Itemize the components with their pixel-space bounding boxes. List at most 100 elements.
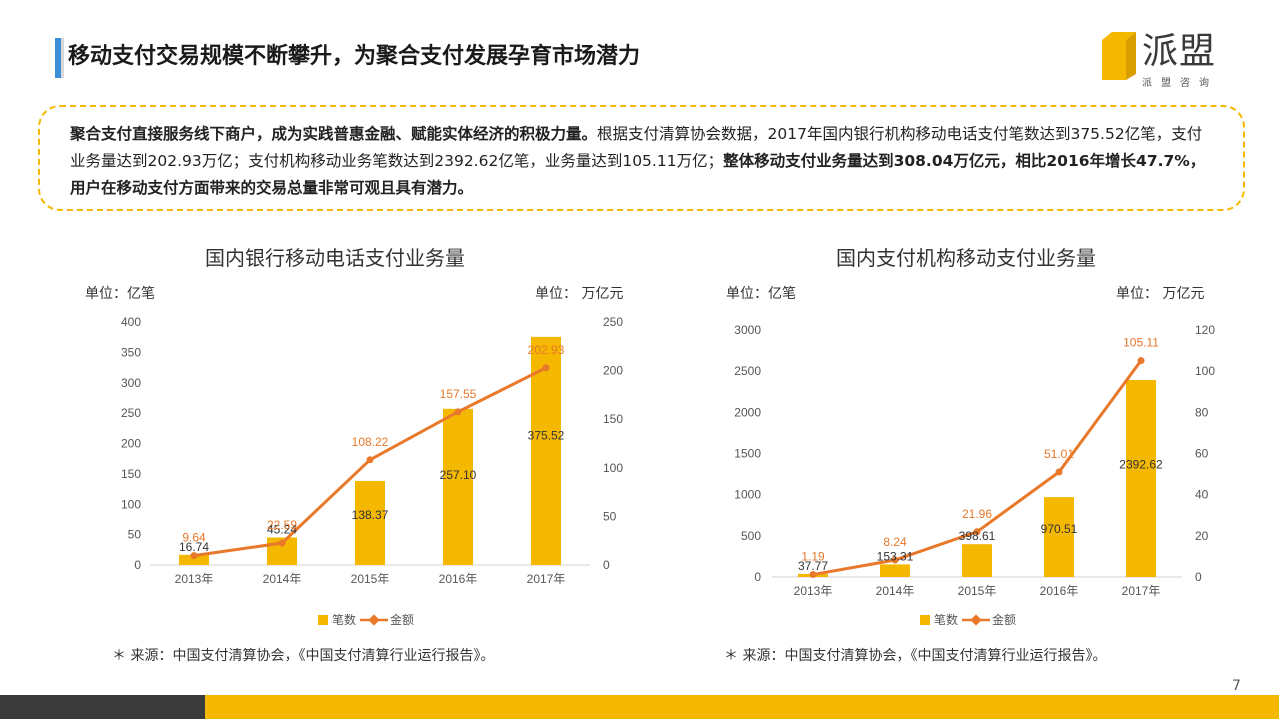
line-value-label: 1.19 — [801, 550, 825, 564]
legend-line-marker — [970, 614, 982, 626]
line-value-label: 51.01 — [1044, 447, 1074, 461]
legend-line-label: 金额 — [390, 612, 414, 627]
y-right-tick-label: 20 — [1195, 529, 1209, 543]
legend-bar-label: 笔数 — [934, 612, 958, 627]
line-value-label: 105.11 — [1123, 336, 1159, 350]
bar-value-label: 970.51 — [1041, 522, 1078, 536]
x-tick-label: 2013年 — [175, 572, 214, 586]
title-accent-bar-gray — [61, 38, 64, 78]
y-left-tick-label: 400 — [121, 315, 141, 329]
x-tick-label: 2016年 — [1040, 584, 1079, 598]
callout-bold-1: 聚合支付直接服务线下商户，成为实践普惠金融、赋能实体经济的积极力量。 — [70, 125, 598, 143]
callout-text-1: 根据支付清算协会数据，2017年国内银行机构移动电话支付笔数达到375.52亿笔… — [70, 125, 1203, 170]
line-point — [1137, 357, 1145, 365]
y-left-tick-label: 350 — [121, 345, 141, 359]
bar-value-label: 257.10 — [440, 468, 477, 482]
summary-callout: 聚合支付直接服务线下商户，成为实践普惠金融、赋能实体经济的积极力量。根据支付清算… — [38, 105, 1245, 211]
x-tick-label: 2017年 — [1122, 584, 1161, 598]
y-right-tick-label: 60 — [1195, 447, 1209, 461]
logo-subtext: 派盟咨询 — [1142, 78, 1218, 89]
legend-line-label: 金额 — [992, 612, 1016, 627]
line-value-label: 202.93 — [528, 343, 565, 357]
bar-value-label: 375.52 — [528, 429, 565, 443]
line-point — [366, 456, 374, 464]
line-point — [190, 552, 198, 560]
x-tick-label: 2014年 — [263, 572, 302, 586]
y-left-tick-label: 0 — [754, 570, 761, 584]
bar — [179, 554, 209, 565]
y-left-tick-label: 200 — [121, 437, 141, 451]
y-left-tick-label: 250 — [121, 406, 141, 420]
y-left-tick-label: 2500 — [734, 364, 761, 378]
bar — [1126, 380, 1156, 577]
y-left-tick-label: 1500 — [734, 447, 761, 461]
line-value-label: 8.24 — [883, 535, 907, 549]
bar — [1044, 497, 1074, 577]
bar-value-label: 2392.62 — [1119, 458, 1163, 472]
left-source: ＊ 来源：中国支付清算协会，《中国支付清算行业运行报告》。 — [112, 648, 495, 664]
callout-bold-2: 整体移动支付业务量达到308.04万亿元，相比2016年增长47.7%，用户在移… — [70, 152, 1206, 197]
line-point — [973, 528, 981, 536]
line-value-label: 9.64 — [182, 531, 206, 545]
bar — [531, 336, 561, 565]
x-tick-label: 2016年 — [439, 572, 478, 586]
y-right-tick-label: 200 — [603, 364, 623, 378]
x-tick-label: 2015年 — [351, 572, 390, 586]
y-right-tick-label: 100 — [1195, 364, 1215, 378]
bar-value-label: 37.77 — [798, 559, 828, 573]
left-unit-left: 单位：亿笔 — [85, 286, 155, 302]
y-right-tick-label: 100 — [603, 461, 623, 475]
bar-value-label: 153.31 — [877, 549, 914, 563]
legend-bar-swatch — [318, 615, 328, 625]
logo-text: 派盟 — [1142, 31, 1217, 72]
bar-value-label: 138.37 — [352, 508, 389, 522]
y-right-tick-label: 80 — [1195, 405, 1209, 419]
y-right-tick-label: 250 — [603, 315, 623, 329]
line-point — [809, 571, 817, 579]
line-value-label: 21.96 — [962, 507, 992, 521]
bar — [443, 408, 473, 565]
line-point — [542, 364, 550, 372]
y-right-tick-label: 40 — [1195, 488, 1209, 502]
y-left-tick-label: 50 — [128, 528, 142, 542]
y-left-tick-label: 300 — [121, 376, 141, 390]
logo-cube-icon — [1102, 32, 1136, 80]
y-right-tick-label: 150 — [603, 412, 623, 426]
y-left-tick-label: 100 — [121, 497, 141, 511]
legend-bar-label: 笔数 — [332, 612, 356, 627]
y-right-tick-label: 0 — [603, 558, 610, 572]
bar-value-label: 398.61 — [959, 529, 996, 543]
line-point — [891, 556, 899, 564]
legend-bar-swatch — [920, 615, 930, 625]
y-right-tick-label: 0 — [1195, 570, 1202, 584]
bar — [355, 480, 385, 565]
logo: 派盟 派盟咨询 — [1098, 30, 1238, 90]
line-point — [278, 539, 286, 547]
line-point — [1055, 468, 1063, 476]
right-unit-right: 单位： 万亿元 — [1116, 286, 1205, 302]
legend-line-marker — [368, 614, 380, 626]
left-unit-right: 单位： 万亿元 — [535, 286, 624, 302]
bar-value-label: 45.24 — [267, 523, 297, 537]
y-left-tick-label: 1000 — [734, 488, 761, 502]
bar-value-label: 16.74 — [179, 540, 209, 554]
x-tick-label: 2015年 — [958, 584, 997, 598]
line-point — [454, 408, 462, 416]
y-left-tick-label: 500 — [741, 529, 761, 543]
title-accent-bar — [55, 38, 61, 78]
footer-bar-gray — [0, 695, 205, 719]
y-left-tick-label: 2000 — [734, 405, 761, 419]
x-tick-label: 2013年 — [794, 584, 833, 598]
x-tick-label: 2014年 — [876, 584, 915, 598]
left-chart-title: 国内银行移动电话支付业务量 — [205, 246, 465, 270]
bar — [880, 564, 910, 577]
right-source: ＊ 来源：中国支付清算协会，《中国支付清算行业运行报告》。 — [724, 648, 1107, 664]
page-number: 7 — [1232, 678, 1241, 694]
line-value-label: 108.22 — [352, 435, 389, 449]
y-left-tick-label: 3000 — [734, 323, 761, 337]
bar — [962, 544, 992, 577]
x-tick-label: 2017年 — [527, 572, 566, 586]
line-value-label: 22.59 — [267, 518, 297, 532]
